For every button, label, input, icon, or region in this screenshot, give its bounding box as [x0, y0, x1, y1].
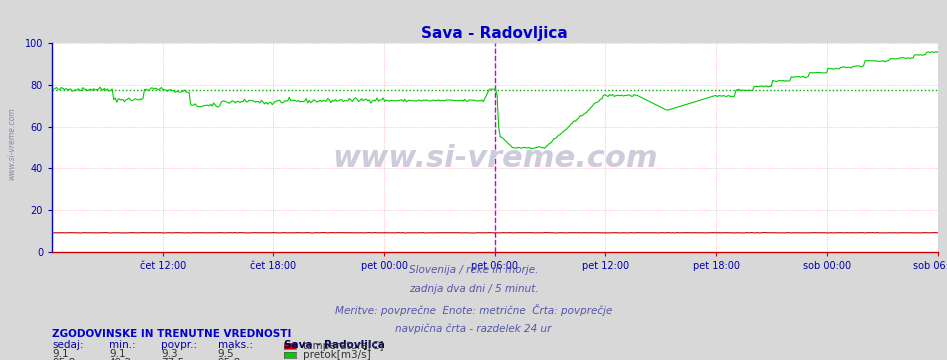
Text: min.:: min.: [109, 340, 135, 350]
Text: Meritve: povprečne  Enote: metrične  Črta: povprečje: Meritve: povprečne Enote: metrične Črta:… [335, 304, 612, 316]
Text: sedaj:: sedaj: [52, 340, 83, 350]
Text: Sava - Radovljica: Sava - Radovljica [284, 340, 385, 350]
Text: pretok[m3/s]: pretok[m3/s] [303, 350, 371, 360]
Text: 9.1: 9.1 [109, 349, 126, 359]
Text: 9.5: 9.5 [218, 349, 235, 359]
Title: Sava - Radovljica: Sava - Radovljica [421, 26, 568, 41]
Text: Slovenija / reke in morje.: Slovenija / reke in morje. [409, 265, 538, 275]
Text: temperatura[C]: temperatura[C] [303, 341, 384, 351]
Text: 9.3: 9.3 [161, 349, 178, 359]
Text: ZGODOVINSKE IN TRENUTNE VREDNOSTI: ZGODOVINSKE IN TRENUTNE VREDNOSTI [52, 329, 292, 339]
Text: www.si-vreme.com: www.si-vreme.com [332, 144, 657, 172]
Text: maks.:: maks.: [218, 340, 253, 350]
Text: navpična črta - razdelek 24 ur: navpična črta - razdelek 24 ur [395, 324, 552, 334]
Text: zadnja dva dni / 5 minut.: zadnja dva dni / 5 minut. [409, 284, 538, 294]
Text: www.si-vreme.com: www.si-vreme.com [7, 108, 16, 180]
Text: 49.2: 49.2 [109, 358, 133, 360]
Text: 95.8: 95.8 [218, 358, 241, 360]
Text: 77.5: 77.5 [161, 358, 185, 360]
Text: 95.8: 95.8 [52, 358, 76, 360]
Text: povpr.:: povpr.: [161, 340, 197, 350]
Text: 9.1: 9.1 [52, 349, 69, 359]
